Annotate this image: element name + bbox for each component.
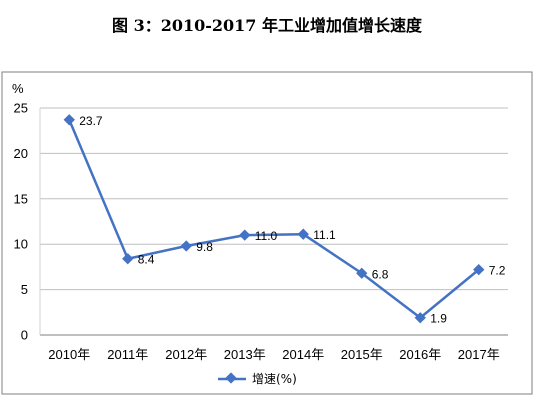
x-tick-label: 2010年 — [48, 347, 90, 362]
y-tick-label: 25 — [14, 101, 28, 116]
x-tick-label: 2017年 — [458, 347, 500, 362]
data-point — [180, 240, 192, 252]
data-point — [473, 263, 485, 276]
data-label: 9.8 — [196, 240, 213, 254]
legend: 增速(%) — [218, 372, 297, 386]
legend-marker — [225, 372, 237, 384]
x-tick-label: 2011年 — [107, 347, 148, 362]
x-tick-label: 2014年 — [282, 347, 324, 362]
series-line — [68, 119, 480, 319]
data-label: 6.8 — [372, 267, 389, 281]
x-tick-label: 2015年 — [341, 347, 383, 362]
chart-frame — [1, 71, 533, 395]
y-axis-unit-label: % — [12, 81, 24, 96]
x-tick-label: 2016年 — [399, 347, 441, 362]
data-label: 11.0 — [255, 229, 278, 243]
y-tick-label: 10 — [14, 237, 28, 252]
y-tick-label: 15 — [14, 191, 28, 206]
data-point — [63, 114, 75, 126]
chart-title: 图 3：2010-2017 年工业增加值增长速度 — [112, 16, 422, 35]
y-tick-label: 5 — [21, 282, 28, 297]
y-tick-label: 20 — [14, 146, 28, 161]
data-label: 11.1 — [313, 228, 336, 242]
x-tick-label: 2013年 — [224, 347, 266, 362]
data-label: 7.2 — [489, 264, 506, 278]
data-point — [297, 228, 309, 240]
data-point — [122, 253, 134, 265]
data-point — [356, 267, 368, 279]
x-tick-label: 2012年 — [165, 347, 207, 362]
data-label: 1.9 — [430, 312, 447, 326]
data-point — [414, 312, 426, 324]
data-label: 8.4 — [138, 253, 155, 267]
legend-label: 增速(%) — [252, 372, 297, 386]
data-label: 23.7 — [79, 114, 103, 128]
data-point — [239, 229, 251, 241]
y-tick-label: 0 — [21, 328, 28, 343]
